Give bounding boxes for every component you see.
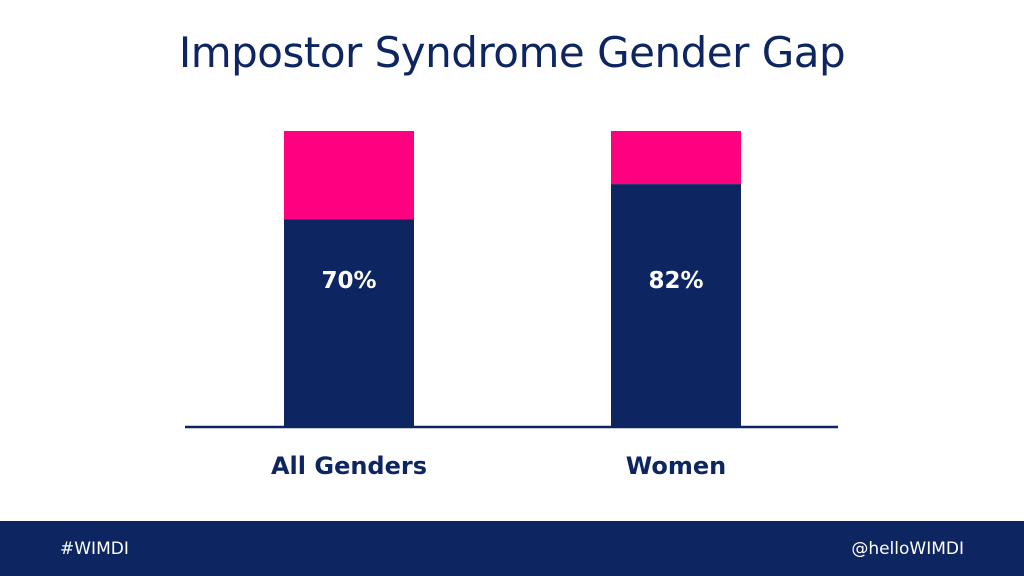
- bar-segment-1-1: [284, 219, 414, 426]
- data-label-2: 82%: [648, 268, 703, 294]
- category-label-2: Women: [626, 452, 726, 480]
- bar-group: [284, 131, 741, 426]
- category-label-1: All Genders: [271, 452, 427, 480]
- chart-area: 70% All Genders 82% Women: [185, 131, 838, 480]
- footer-handle: @helloWIMDI: [851, 539, 964, 559]
- footer-bar: #WIMDI @helloWIMDI: [0, 521, 1024, 576]
- bar-segment-2-2: [611, 131, 741, 185]
- chart-title: Impostor Syndrome Gender Gap: [178, 28, 846, 77]
- label-group: 70% All Genders 82% Women: [271, 268, 726, 480]
- bar-segment-2-1: [284, 131, 414, 220]
- data-label-1: 70%: [321, 268, 376, 294]
- bar-segment-1-2: [611, 184, 741, 426]
- footer-hashtag: #WIMDI: [60, 539, 129, 559]
